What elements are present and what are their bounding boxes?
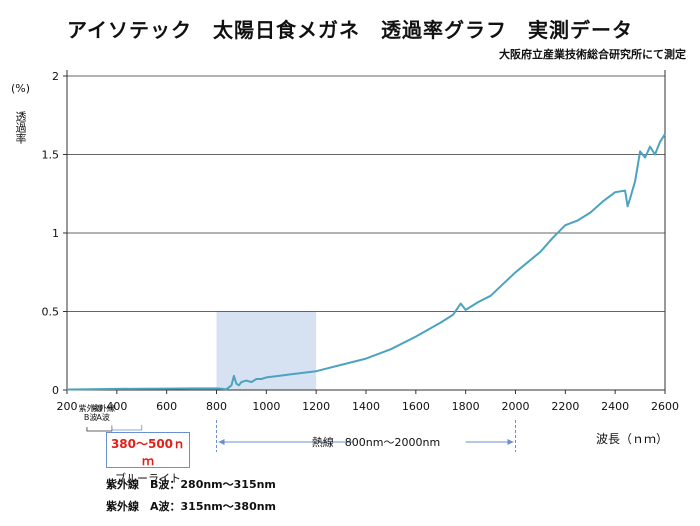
x-tick-label: 1400 — [352, 400, 380, 413]
x-tick-label: 1600 — [402, 400, 430, 413]
y-tick-label: 0.5 — [42, 306, 60, 319]
y-unit-label: (%) — [11, 82, 31, 95]
heat-label: 熱線 800nm〜2000nm — [312, 435, 440, 449]
x-tick-label: 1000 — [252, 400, 280, 413]
y-tick-label: 1 — [52, 227, 59, 240]
y-tick-label: 1.5 — [42, 149, 60, 162]
measurement-note: 大阪府立産業技術総合研究所にて測定 — [499, 48, 686, 61]
x-tick-label: 200 — [57, 400, 78, 413]
heat-arrowhead-left — [218, 439, 225, 445]
x-tick-label: 400 — [106, 400, 127, 413]
x-tick-label: 600 — [156, 400, 177, 413]
x-tick-label: 2000 — [502, 400, 530, 413]
y-axis-label: (%) 透過率 — [11, 82, 31, 144]
uv-a-short-label: A波 — [96, 412, 109, 422]
heat-arrowhead-right — [507, 439, 514, 445]
y-tick-label: 2 — [52, 70, 59, 83]
chart-title: アイソテック 太陽日食メガネ 透過率グラフ 実測データ — [67, 18, 633, 42]
transmittance-line — [66, 133, 666, 391]
uv-a-short-label: 紫外線 — [91, 403, 115, 413]
x-tick-label: 2600 — [651, 400, 679, 413]
x-tick-label: 1200 — [302, 400, 330, 413]
y-tick-label: 0 — [52, 384, 59, 397]
bluelight-bracket — [111, 425, 143, 431]
uv-b-short-label: B波 — [84, 412, 98, 422]
x-tick-label: 2200 — [551, 400, 579, 413]
x-tick-label: 2400 — [601, 400, 629, 413]
x-tick-label: 800 — [206, 400, 227, 413]
x-axis-title: 波長（ｎｍ） — [596, 432, 669, 446]
bluelight-range: 380〜500ｎｍ — [110, 437, 186, 468]
uv-bracket — [86, 427, 113, 432]
uv-b-short-label: 紫外線 — [79, 403, 103, 413]
uv-b-legend: 紫外線 B波：280nm〜315nm — [106, 478, 276, 491]
bluelight-label: ブルーライト — [115, 472, 181, 485]
uv-a-legend: 紫外線 A波：315nm〜380nm — [106, 500, 277, 513]
bluelight-box: 380〜500ｎｍ ブルーライト — [106, 432, 190, 485]
x-tick-label: 1800 — [452, 400, 480, 413]
y-axis-title: 透過率 — [14, 111, 27, 144]
